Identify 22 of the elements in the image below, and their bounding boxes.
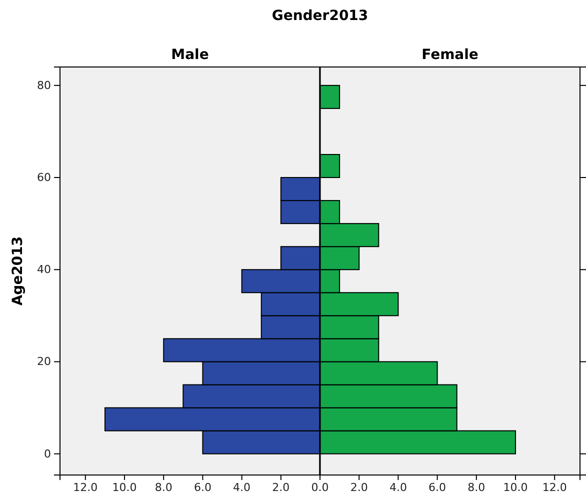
x-tick-label: 2.0 xyxy=(350,480,368,494)
x-tick-label: 8.0 xyxy=(154,480,172,494)
chart-subtitle: Male xyxy=(171,47,209,63)
y-tick-label: 80 xyxy=(37,78,51,92)
x-tick-label: 6.0 xyxy=(194,480,212,494)
y-axis-title: Age2013 xyxy=(10,236,26,306)
y-tick-label: 0 xyxy=(44,447,51,460)
y-tick-label: 40 xyxy=(37,263,51,276)
chart-subtitle: Female xyxy=(422,47,478,63)
x-tick-label: 10.0 xyxy=(112,480,137,494)
x-tick-label: 10.0 xyxy=(503,480,528,494)
x-tick-label: 12.0 xyxy=(73,480,98,494)
chart-title: Gender2013 xyxy=(272,8,368,24)
x-tick-label: 12.0 xyxy=(542,480,567,494)
x-tick-label: 8.0 xyxy=(468,480,486,494)
y-tick-label: 20 xyxy=(37,355,51,368)
x-tick-label: 0.0 xyxy=(311,480,329,494)
x-tick-label: 6.0 xyxy=(428,480,446,494)
y-tick-label: 60 xyxy=(37,171,51,184)
x-tick-label: 2.0 xyxy=(272,480,290,494)
x-tick-label: 4.0 xyxy=(233,480,251,494)
x-tick-label: 4.0 xyxy=(389,480,407,494)
